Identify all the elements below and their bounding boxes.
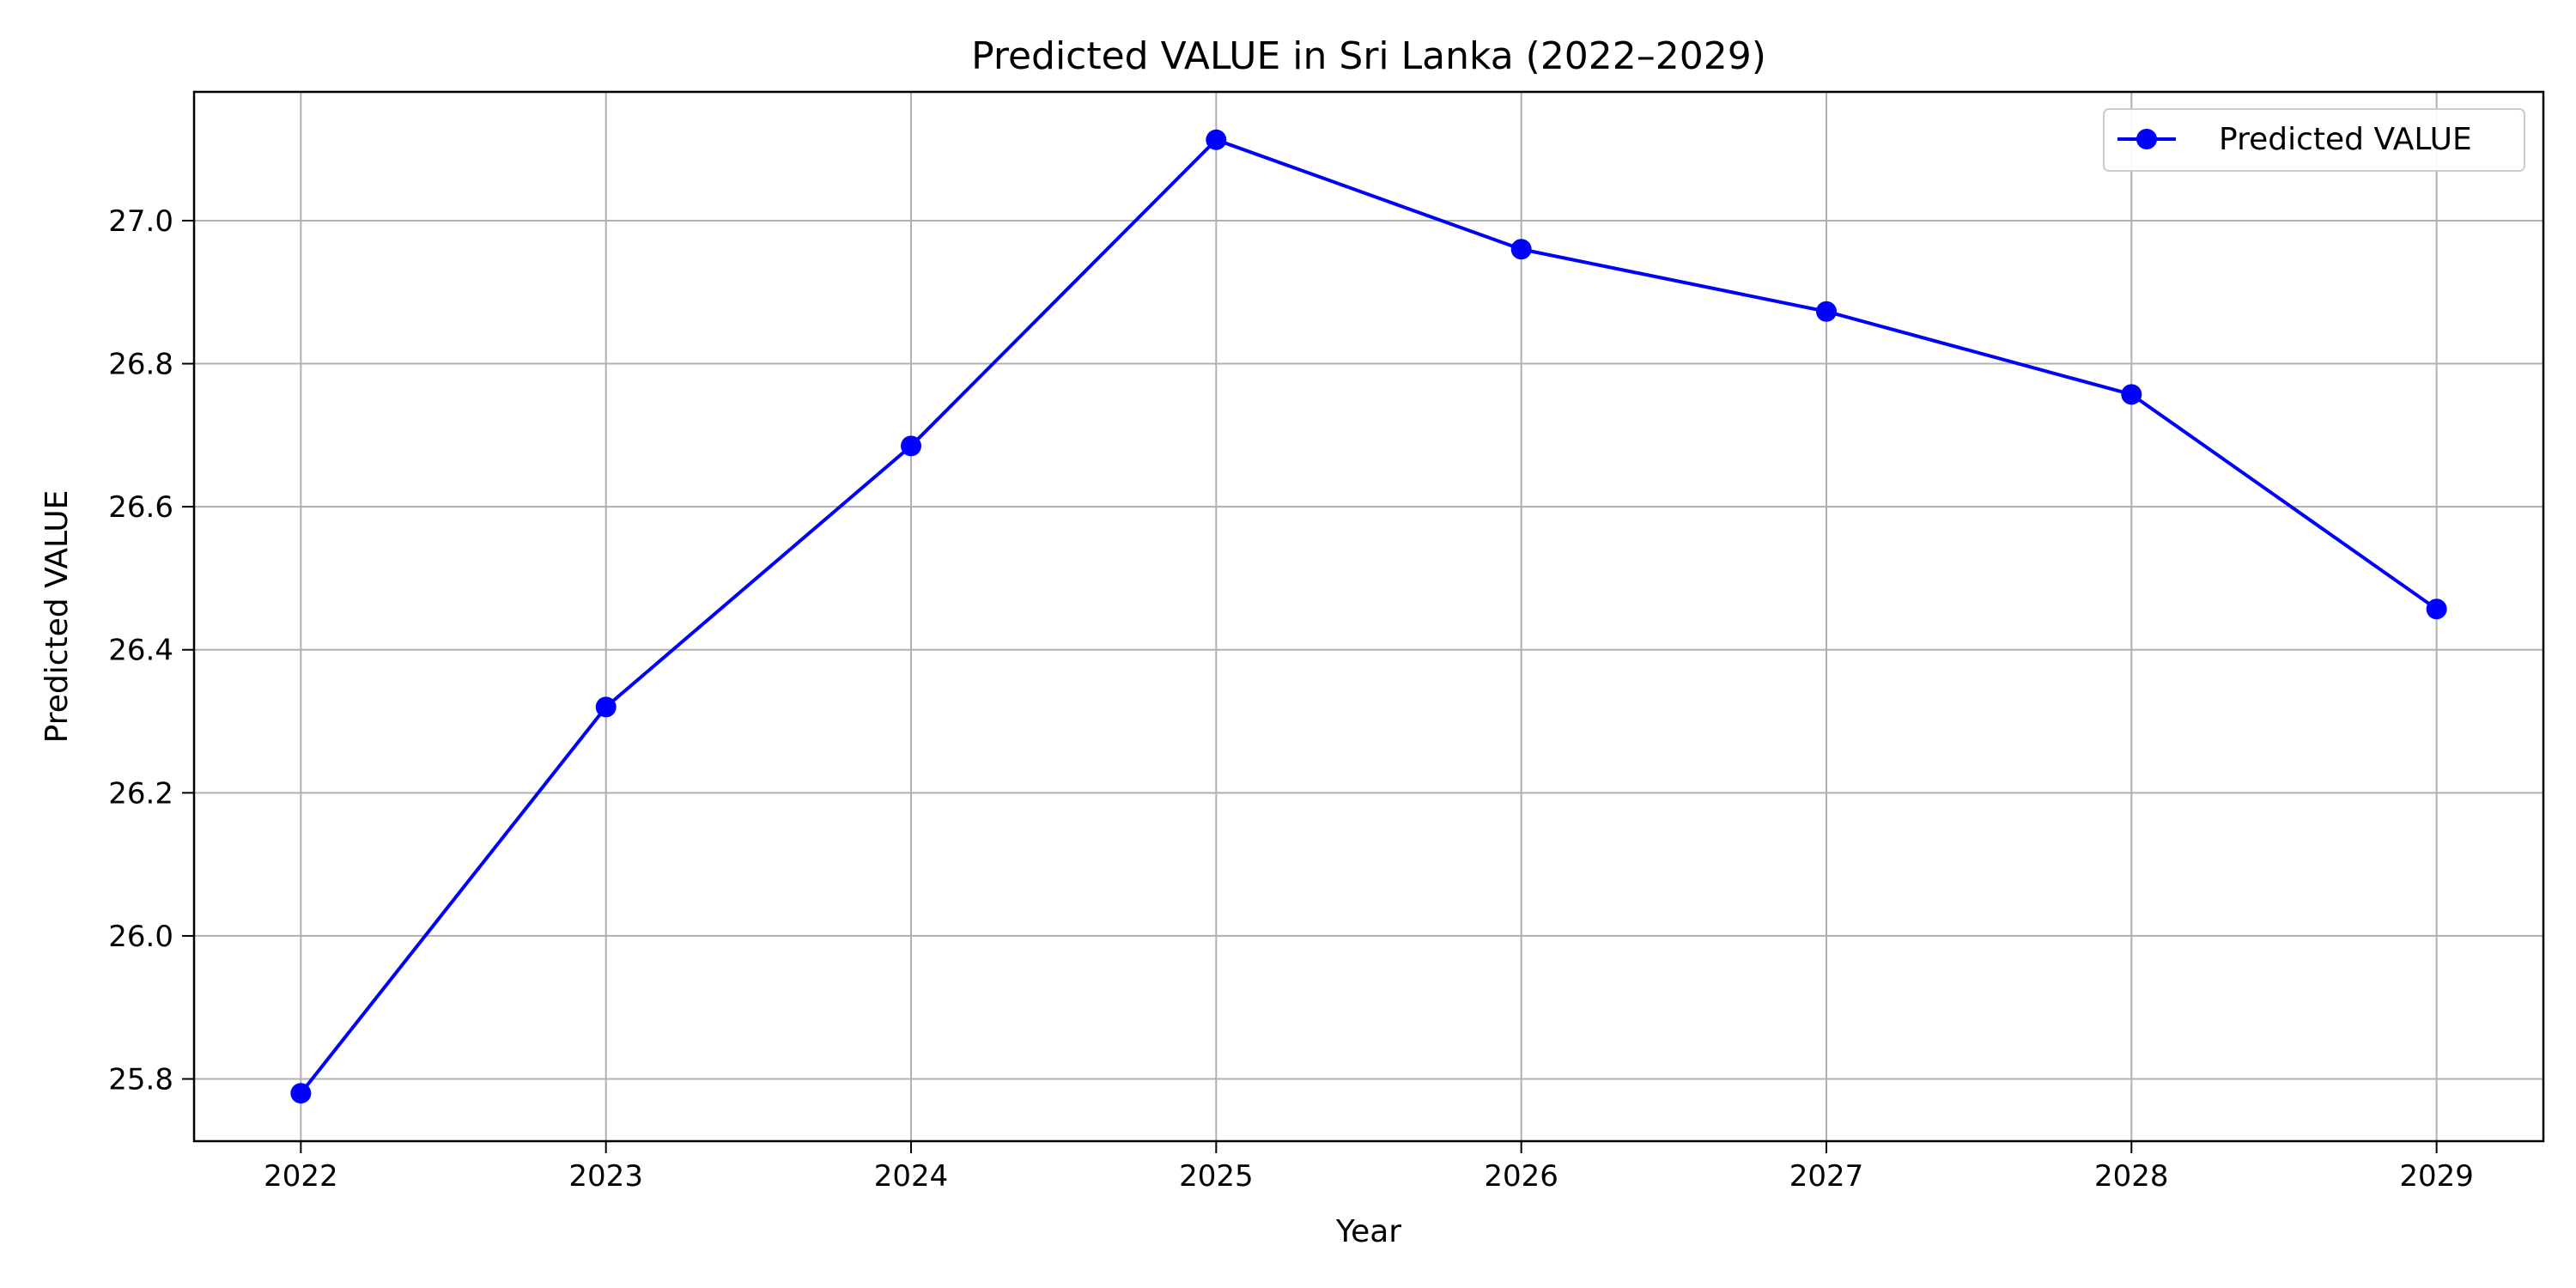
- legend-frame: [2103, 108, 2525, 172]
- plot-area-frame: [192, 90, 2545, 1143]
- x-tick-label: 2022: [264, 1159, 338, 1194]
- y-axis: 25.8 26.0 26.2 26.4 26.6 26.8 27.0: [108, 204, 194, 1097]
- x-tick-label: 2023: [568, 1159, 643, 1194]
- data-point: [901, 435, 922, 457]
- x-tick-label: 2024: [874, 1159, 949, 1194]
- grid: [194, 92, 2543, 1141]
- data-point: [1815, 301, 1837, 322]
- x-tick-label: 2027: [1789, 1159, 1864, 1194]
- legend-label: Predicted VALUE: [2219, 122, 2472, 157]
- data-point: [1510, 239, 1532, 260]
- legend-marker-swatch: [2136, 129, 2157, 149]
- chart-title: Predicted VALUE in Sri Lanka (2022–2029): [971, 34, 1766, 78]
- series-lines: [299, 137, 2438, 1095]
- legend: Predicted VALUE: [2103, 108, 2525, 172]
- y-tick-label: 27.0: [108, 204, 173, 239]
- x-tick-label: 2029: [2399, 1159, 2474, 1194]
- x-tick-label: 2025: [1179, 1159, 1254, 1194]
- data-point: [2121, 384, 2142, 405]
- data-point: [1206, 129, 1227, 150]
- y-tick-label: 26.2: [108, 776, 173, 811]
- y-tick-label: 25.8: [108, 1063, 173, 1097]
- y-tick-label: 26.4: [108, 634, 173, 668]
- y-tick-label: 26.8: [108, 348, 173, 382]
- data-point: [2426, 598, 2447, 620]
- series-markers: [290, 129, 2447, 1104]
- x-tick-label: 2028: [2094, 1159, 2169, 1194]
- data-point: [290, 1083, 312, 1104]
- series-line: [299, 137, 2438, 1095]
- x-axis-label: Year: [1335, 1214, 1401, 1249]
- x-axis: 2022 2023 2024 2025 2026 2027 2028 2029: [264, 1141, 2474, 1194]
- y-tick-label: 26.0: [108, 920, 173, 954]
- x-tick-label: 2026: [1484, 1159, 1558, 1194]
- y-tick-label: 26.6: [108, 490, 173, 525]
- y-axis-label: Predicted VALUE: [39, 490, 75, 744]
- data-point: [595, 696, 617, 718]
